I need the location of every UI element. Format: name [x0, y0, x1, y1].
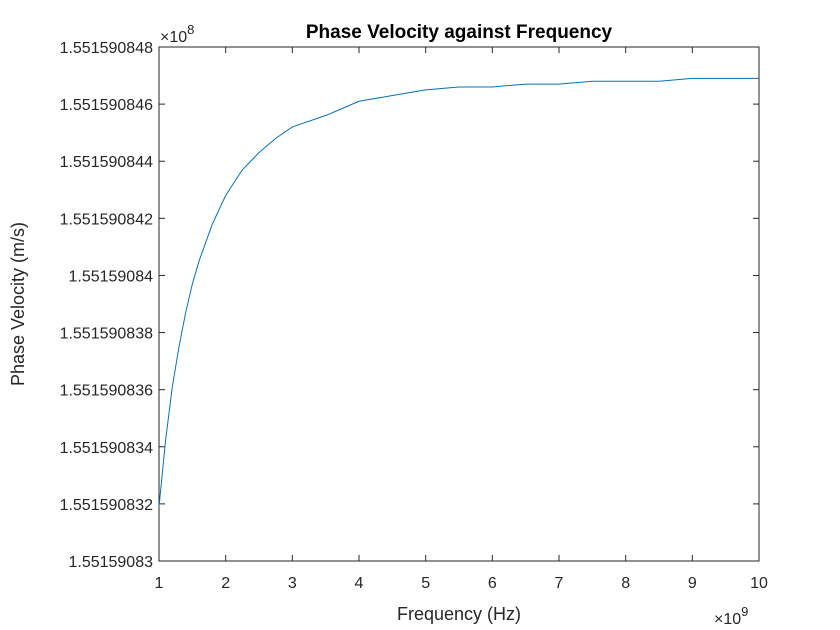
x-tick-label: 5: [421, 575, 430, 592]
series-group: [158, 77, 759, 507]
y-ticks: 1.55159083 1.551590832 1.551590834 1.551590…: [60, 40, 759, 571]
y-tick-label: 1.551590842: [60, 211, 154, 228]
y-tick-label: 1.551590838: [60, 326, 154, 343]
x-tick-label: 1: [155, 575, 164, 592]
y-tick-label: 1.551590832: [60, 497, 154, 514]
x-tick-label: 6: [488, 575, 497, 592]
x-tick-label: 3: [288, 575, 297, 592]
y-tick-label: 1.551590836: [60, 383, 154, 400]
chart-title: Phase Velocity against Frequency: [306, 22, 613, 43]
x-ticks: 1 2 3 4 5 6 7 8 9 10: [155, 47, 768, 592]
y-tick-label: 1.551590848: [60, 40, 154, 57]
y-tick-label: 1.551590834: [60, 440, 154, 457]
series-line-phase-velocity: [158, 77, 759, 507]
x-multiplier-exp: 9: [741, 604, 748, 619]
x-tick-label: 2: [221, 575, 230, 592]
x-tick-label: 4: [355, 575, 364, 592]
y-tick-label: 1.55159084: [68, 268, 153, 285]
y-multiplier-label: ×108: [160, 22, 194, 46]
x-tick-label: 10: [750, 575, 768, 592]
y-tick-label: 1.55159083: [68, 554, 153, 571]
y-multiplier-exp: 8: [187, 22, 194, 37]
x-axis-label: Frequency (Hz): [397, 604, 521, 624]
x-multiplier-base: ×10: [714, 611, 741, 628]
y-axis-label: Phase Velocity (m/s): [8, 222, 28, 386]
x-multiplier-label: ×109: [714, 604, 748, 628]
y-tick-label: 1.551590844: [60, 154, 154, 171]
y-multiplier-base: ×10: [160, 29, 187, 46]
y-tick-label: 1.551590846: [60, 97, 154, 114]
x-tick-label: 8: [621, 575, 630, 592]
x-tick-label: 7: [555, 575, 564, 592]
plot-area: [158, 46, 760, 562]
x-tick-label: 9: [688, 575, 697, 592]
